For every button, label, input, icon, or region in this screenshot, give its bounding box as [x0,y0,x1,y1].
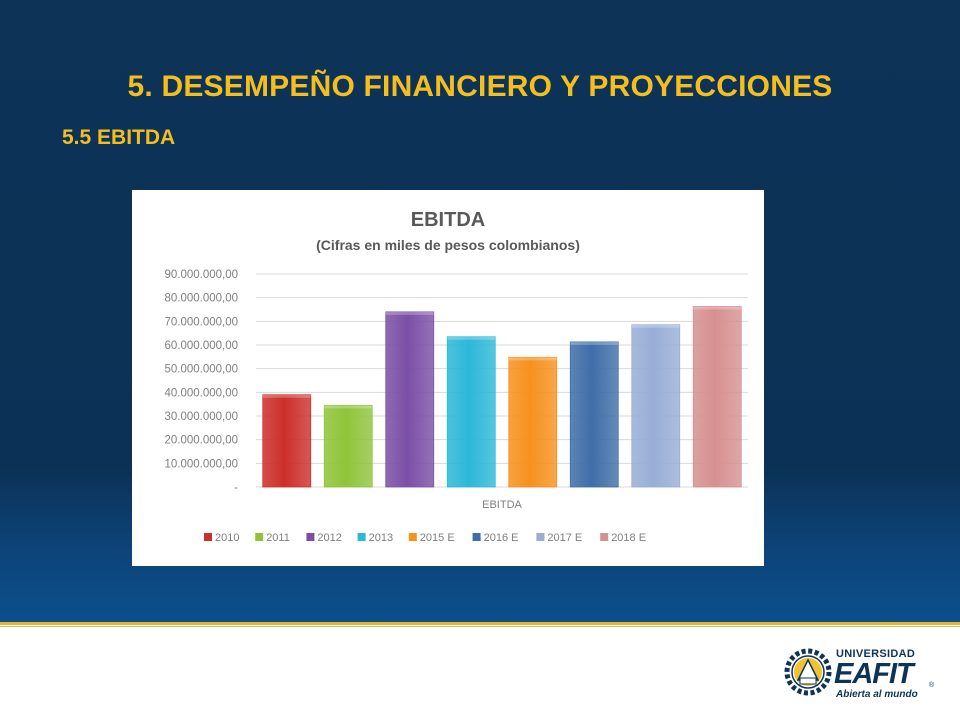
legend-label: 2015 E [420,532,455,544]
logo-tagline: Abierta al mundo [836,689,918,700]
y-tick-label: 50.000.000,00 [164,364,238,376]
slide-subtitle: 5.5 EBITDA [62,126,176,149]
legend-label: 2016 E [484,532,519,544]
bar-2015-e [508,356,558,488]
bar-highlight [508,357,557,361]
legend-swatch [472,533,481,541]
y-tick-label: 40.000.000,00 [164,387,238,399]
legend-label: 2010 [215,532,239,544]
chart-canvas: EBITDA (Cifras en miles de pesos colombi… [164,209,748,544]
y-tick-label: 30.000.000,00 [164,411,238,423]
legend-swatch [357,533,366,541]
chart-subtitle: (Cifras en miles de pesos colombianos) [316,237,580,253]
bar-highlight [570,341,619,345]
legend-swatch [306,533,315,541]
legend-swatch [600,533,609,541]
legend-label: 2018 E [611,532,646,544]
chart-title: EBITDA [411,209,485,231]
legend-label: 2012 [317,532,341,544]
y-tick-label: 70.000.000,00 [164,316,238,328]
eafit-seal-icon [784,648,832,696]
bar-2013 [446,336,496,488]
bar-highlight [262,394,311,398]
legend-swatch [204,533,212,541]
slide-title: 5. DESEMPEÑO FINANCIERO Y PROYECCIONES [127,70,833,103]
bar-2016-e [569,341,619,488]
gold-divider-thin [0,626,960,627]
logo-registered-mark: ® [929,682,935,689]
x-axis-label: EBITDA [482,499,522,511]
y-tick-label: - [234,482,238,494]
bar-2011 [323,404,373,488]
bar-highlight [385,311,434,315]
bar-2018-e [692,306,742,488]
bar-highlight [631,324,680,328]
y-tick-label: 90.000.000,00 [164,269,238,281]
logo-eafit-text: EAFIT [834,658,914,690]
legend-swatch [255,533,264,541]
bar-highlight [693,306,742,310]
legend-label: 2011 [266,532,290,544]
logo-university-text: UNIVERSIDAD [836,648,916,660]
gold-divider [0,622,960,625]
legend-label: 2013 [369,532,393,544]
ebitda-chart: EBITDA (Cifras en miles de pesos colombi… [132,190,764,566]
y-tick-label: 10.000.000,00 [164,458,238,470]
legend-swatch [536,533,545,541]
y-tick-label: 60.000.000,00 [164,340,238,352]
legend: 2010 2011 2012 2013 2015 E 2016 E 2017 E 2018 E [204,532,646,544]
y-axis: - 10.000.000,00 20.000.000,00 30.000.000,00… [164,269,238,494]
bar-2012 [385,311,435,488]
bar-highlight [447,336,496,340]
legend-swatch [408,533,417,541]
bar-2010 [262,394,312,488]
legend-label: 2017 E [547,532,582,544]
bar-2017-e [631,324,681,488]
y-tick-label: 80.000.000,00 [164,293,238,305]
eafit-logo: UNIVERSIDAD EAFIT ® Abierta al mundo [784,644,940,704]
y-tick-label: 20.000.000,00 [164,435,238,447]
bar-highlight [324,405,373,409]
bars [262,306,742,488]
